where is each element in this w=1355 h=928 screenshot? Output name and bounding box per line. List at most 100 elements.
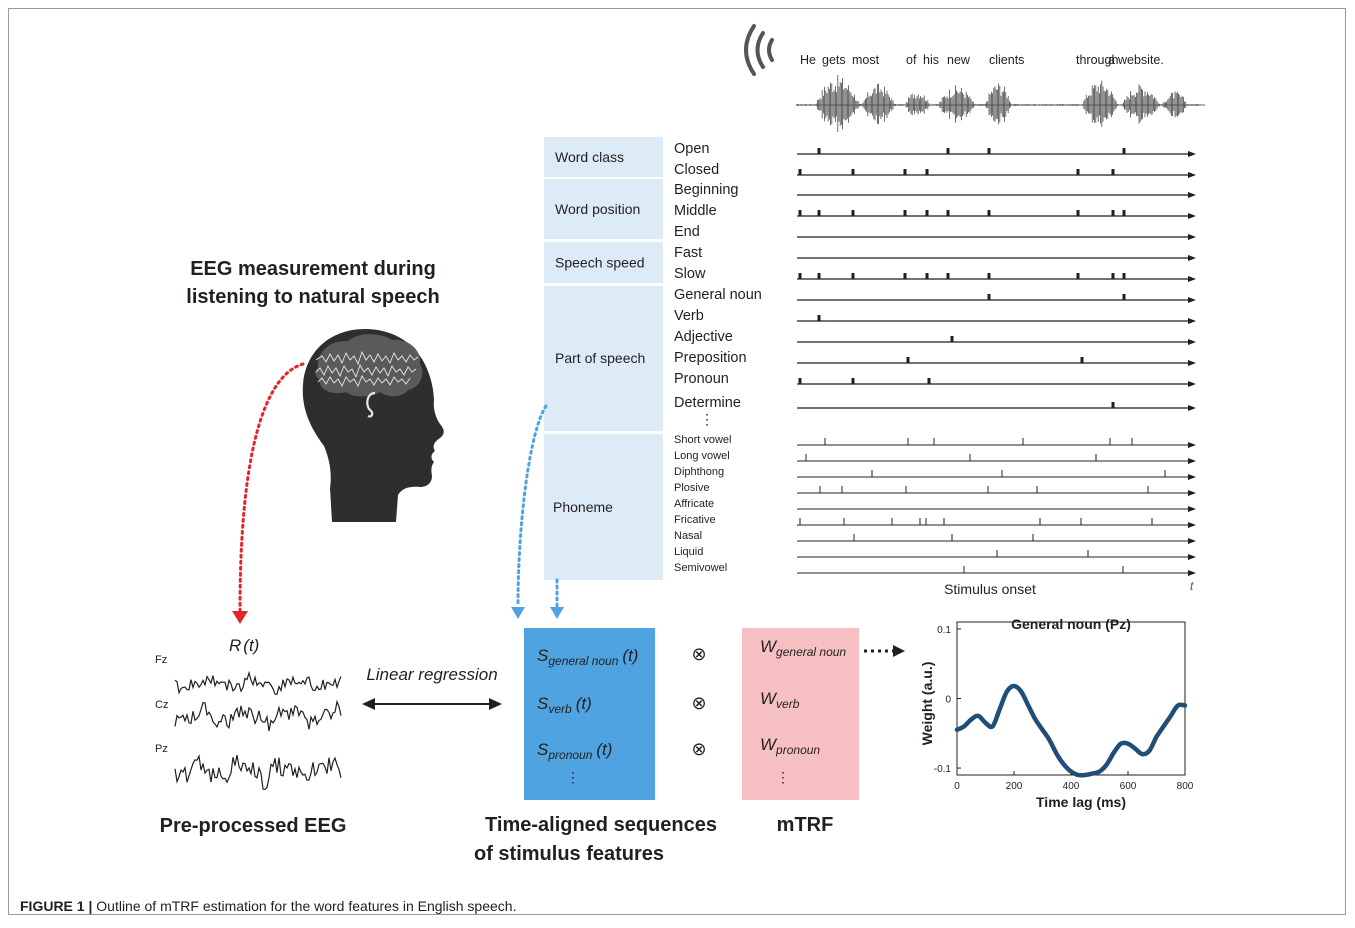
convolution-symbol-3: ⊗: [691, 739, 706, 759]
x-axis-label: Time lag (ms): [1036, 794, 1126, 810]
mtrf-caption: mTRF: [777, 814, 834, 836]
blue-arrowhead-2: [550, 607, 564, 619]
timeline-arrowhead: [1188, 255, 1196, 261]
figure-frame: [8, 8, 1346, 915]
stimulus-feature-items: Sgeneral noun (t) Sverb (t) Spronoun (t): [537, 646, 638, 762]
mtrf-ellipsis: ⋮: [776, 769, 790, 785]
sentence-word: through: [1076, 53, 1118, 67]
feature-group-boxes: Word class Word position Speech speed Part …: [544, 137, 663, 580]
x-tick-label: 200: [1006, 781, 1023, 792]
blue-arrowhead-1: [511, 607, 525, 619]
sentence-word: of: [906, 53, 917, 67]
feature-row-label: Short vowel: [674, 434, 731, 446]
eeg-caption: Pre-processed EEG: [160, 815, 347, 837]
feature-row-label: Beginning: [674, 182, 739, 198]
timeline-arrowhead: [1188, 522, 1196, 528]
feature-group-box: [544, 137, 663, 177]
feature-row-label: Slow: [674, 266, 706, 282]
sentence-word: website.: [1117, 53, 1164, 67]
red-dotted-arrow: [238, 362, 305, 612]
eeg-trace: [174, 670, 342, 695]
feature-row-label: Adjective: [674, 329, 733, 345]
mtrf-weight-symbol: Wpronoun: [760, 735, 820, 757]
feature-row-label: End: [674, 224, 700, 240]
feature-row-label: Diphthong: [674, 466, 724, 478]
sentence-word: He: [800, 53, 816, 67]
feature-row-label: Closed: [674, 162, 719, 178]
timeline-arrowhead: [1188, 192, 1196, 198]
timeline-arrowhead: [1188, 276, 1196, 282]
mtrf-items: Wgeneral noun Wverb Wpronoun: [760, 637, 846, 757]
brain-icon: [315, 334, 423, 397]
feature-group-box: [544, 434, 663, 580]
feature-row-label: Semivowel: [674, 562, 727, 574]
channel-label-cz: Cz: [155, 699, 168, 711]
feature-row-label: Nasal: [674, 530, 702, 542]
feature-group-label: Part of speech: [555, 350, 645, 366]
timeline-arrowhead: [1188, 213, 1196, 219]
feature-row-labels: Open Closed Beginning Middle End Fast Slow Gene…: [674, 141, 762, 574]
response-symbol: R (t): [229, 636, 259, 655]
timeline-arrowhead: [1188, 151, 1196, 157]
timeline-arrowhead: [1188, 318, 1196, 324]
red-arrowhead: [232, 611, 248, 624]
x-tick-label: 800: [1177, 781, 1194, 792]
channel-label-pz: Pz: [155, 743, 168, 755]
head-silhouette: [302, 329, 444, 522]
speaker-icon: [744, 24, 774, 76]
feature-group-label: Word position: [555, 201, 640, 217]
sentence-word: gets: [822, 53, 846, 67]
figure-caption-lead: FIGURE 1 |: [20, 898, 93, 914]
feature-row-label: Verb: [674, 308, 704, 324]
y-tick-label: 0.1: [937, 625, 951, 636]
feature-group-label: Speech speed: [555, 255, 645, 271]
mtrf-box: [742, 628, 859, 800]
speech-waveform: [796, 75, 1205, 132]
sentence-word: new: [947, 53, 971, 67]
timeline-arrowhead: [1188, 381, 1196, 387]
feature-row-label: Plosive: [674, 482, 709, 494]
timeline-arrowhead: [1188, 474, 1196, 480]
x-tick-label: 0: [954, 781, 960, 792]
feature-ellipsis: ⋮: [700, 411, 714, 427]
stimulus-onset-label: Stimulus onset: [944, 581, 1036, 597]
timeline-arrowhead: [1188, 490, 1196, 496]
feature-row-label: Fast: [674, 245, 702, 261]
stimulus-feature-box: [524, 628, 655, 800]
mtrf-to-chart-arrowhead: [893, 645, 905, 657]
regression-arrowhead-right: [489, 698, 502, 710]
mtrf-weight-symbol: Wgeneral noun: [760, 637, 846, 659]
y-axis-label: Weight (a.u.): [919, 662, 935, 746]
eeg-title-line1: EEG measurement during: [190, 258, 436, 280]
ear-icon: [366, 391, 376, 418]
feature-timelines: [797, 148, 1196, 576]
timeline-arrowhead: [1188, 506, 1196, 512]
feature-row-label: Determine: [674, 395, 741, 411]
y-tick-label: 0: [945, 695, 951, 706]
trf-series-line: [954, 683, 1188, 778]
feature-row-label: Affricate: [674, 498, 714, 510]
stimulus-ellipsis: ⋮: [566, 769, 580, 785]
stimulus-feature-symbol: Spronoun (t): [537, 740, 612, 762]
regression-label: Linear regression: [366, 665, 497, 684]
feature-group-box: [544, 179, 663, 239]
time-axis-variable: t: [1190, 579, 1194, 593]
stimulus-caption-line1: Time-aligned sequences: [485, 814, 717, 836]
sentence-word: most: [852, 53, 880, 67]
feature-row-label: Fricative: [674, 514, 716, 526]
timeline-arrowhead: [1188, 538, 1196, 544]
convolution-symbol-2: ⊗: [691, 693, 706, 713]
x-tick-label: 400: [1063, 781, 1080, 792]
channel-label-fz: Fz: [155, 654, 167, 666]
feature-row-label: Liquid: [674, 546, 703, 558]
timeline-arrowhead: [1188, 554, 1196, 560]
feature-group-label: Phoneme: [553, 499, 613, 515]
timeline-arrowhead: [1188, 339, 1196, 345]
timeline-arrowhead: [1188, 234, 1196, 240]
regression-arrowhead-left: [362, 698, 375, 710]
chart-title: General noun (Pz): [1011, 616, 1131, 632]
stimulus-caption-line2: of stimulus features: [474, 843, 664, 865]
stimulus-feature-symbol: Sverb (t): [537, 694, 592, 716]
timeline-arrowhead: [1188, 297, 1196, 303]
